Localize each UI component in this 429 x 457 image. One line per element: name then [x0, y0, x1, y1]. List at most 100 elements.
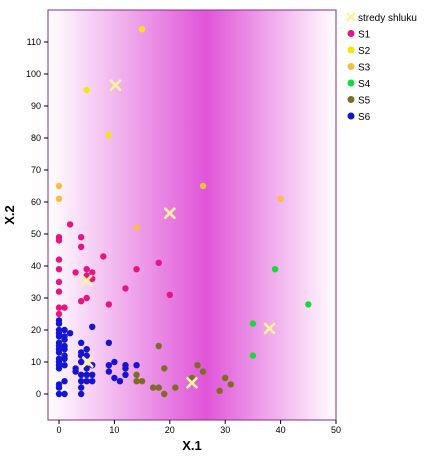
point-s2	[83, 86, 90, 94]
point-s1	[105, 301, 113, 308]
point-s5	[222, 374, 229, 382]
point-s6	[55, 326, 63, 334]
legend-label-s6: S6	[358, 112, 371, 123]
point-s3	[55, 182, 63, 190]
y-tick-label: 90	[31, 101, 41, 111]
point-s1	[77, 234, 85, 241]
x-axis-title: X.1	[182, 438, 202, 453]
point-s6	[55, 381, 63, 388]
point-s5	[133, 378, 140, 385]
point-s1	[61, 304, 68, 311]
point-s6	[83, 371, 90, 378]
point-s2	[138, 26, 146, 33]
y-axis-ticks: 0 10 20 30 40 50 60 70 80 90 100 110	[26, 37, 48, 399]
point-s6	[61, 378, 68, 385]
legend-label-stredy-shluku: stredy shluku	[358, 13, 417, 24]
point-s1	[83, 294, 90, 302]
y-tick-label: 60	[31, 197, 41, 207]
point-s3	[277, 195, 284, 202]
point-s6	[122, 371, 129, 378]
point-s6	[122, 362, 129, 369]
y-tick-label: 100	[26, 69, 41, 79]
point-s1	[55, 310, 63, 318]
legend-marker-s4	[347, 79, 355, 87]
point-s6	[61, 326, 68, 334]
point-s1	[72, 269, 79, 276]
y-tick-label: 20	[31, 325, 41, 335]
legend-label-s5: S5	[358, 96, 371, 107]
point-s6	[61, 362, 68, 369]
centroid-marker	[164, 207, 176, 219]
x-tick-label: 50	[331, 425, 341, 435]
point-s6	[55, 355, 63, 362]
legend-marker-s6	[347, 112, 355, 120]
point-s6	[55, 390, 63, 398]
point-s6	[61, 333, 68, 340]
point-s4	[271, 266, 279, 273]
point-s6	[116, 378, 124, 385]
point-s5	[138, 378, 146, 385]
point-s6	[77, 384, 85, 391]
y-tick-label: 0	[36, 389, 41, 399]
point-s6	[89, 378, 96, 385]
x-tick-label: 10	[109, 425, 119, 435]
x-tick-label: 30	[220, 425, 230, 435]
x-tick-label: 40	[276, 425, 286, 435]
point-s5	[172, 384, 179, 391]
point-s1	[83, 266, 90, 273]
point-s6	[61, 342, 68, 350]
point-s5	[149, 384, 157, 391]
point-s6	[77, 339, 85, 346]
point-s6	[105, 368, 113, 375]
point-s1	[55, 278, 63, 286]
centroid-marker	[80, 274, 93, 287]
point-s2	[105, 131, 113, 138]
point-s6	[83, 352, 90, 359]
point-s6	[105, 362, 113, 369]
x-axis-ticks: 0 10 20 30 40 50	[56, 420, 341, 435]
centroid-marker	[186, 376, 198, 389]
legend-marker-s1	[347, 30, 355, 37]
point-s5	[133, 371, 140, 378]
point-s6	[77, 358, 85, 366]
point-s6	[77, 371, 85, 378]
point-s6	[111, 358, 118, 366]
point-s3	[55, 195, 63, 202]
point-s6	[66, 330, 74, 337]
y-tick-label: 10	[31, 357, 41, 367]
point-s3	[199, 182, 207, 190]
point-s5	[227, 381, 234, 388]
point-s6	[111, 374, 118, 382]
point-s6	[72, 365, 79, 372]
y-tick-label: 80	[31, 133, 41, 143]
point-s1	[166, 291, 173, 298]
point-s1	[55, 237, 63, 244]
point-s1	[155, 259, 162, 266]
plot-area	[47, 9, 337, 421]
point-s6	[77, 349, 85, 356]
point-s1	[77, 243, 85, 250]
legend: stredy shluku S1 S2 S3 S4 S5 S6	[346, 12, 417, 123]
point-s6	[61, 390, 68, 398]
centroid-marker	[263, 322, 276, 335]
y-tick-label: 50	[31, 229, 41, 239]
y-tick-label: 40	[31, 261, 41, 271]
point-s6	[61, 352, 68, 359]
point-s1	[55, 304, 63, 311]
point-s1	[55, 288, 63, 295]
point-s6	[133, 362, 140, 369]
y-tick-label: 70	[31, 165, 41, 175]
y-tick-label: 30	[31, 293, 41, 303]
y-axis-title: X.2	[2, 205, 17, 225]
legend-marker-s2	[347, 46, 355, 54]
point-s6	[89, 323, 96, 330]
point-s1	[66, 221, 74, 228]
legend-label-s4: S4	[358, 79, 371, 90]
point-s6	[83, 378, 90, 385]
point-s6	[55, 317, 63, 324]
point-s6	[77, 390, 85, 398]
point-s6	[83, 365, 90, 372]
point-s1	[133, 266, 140, 273]
y-tick-label: 110	[27, 37, 41, 47]
